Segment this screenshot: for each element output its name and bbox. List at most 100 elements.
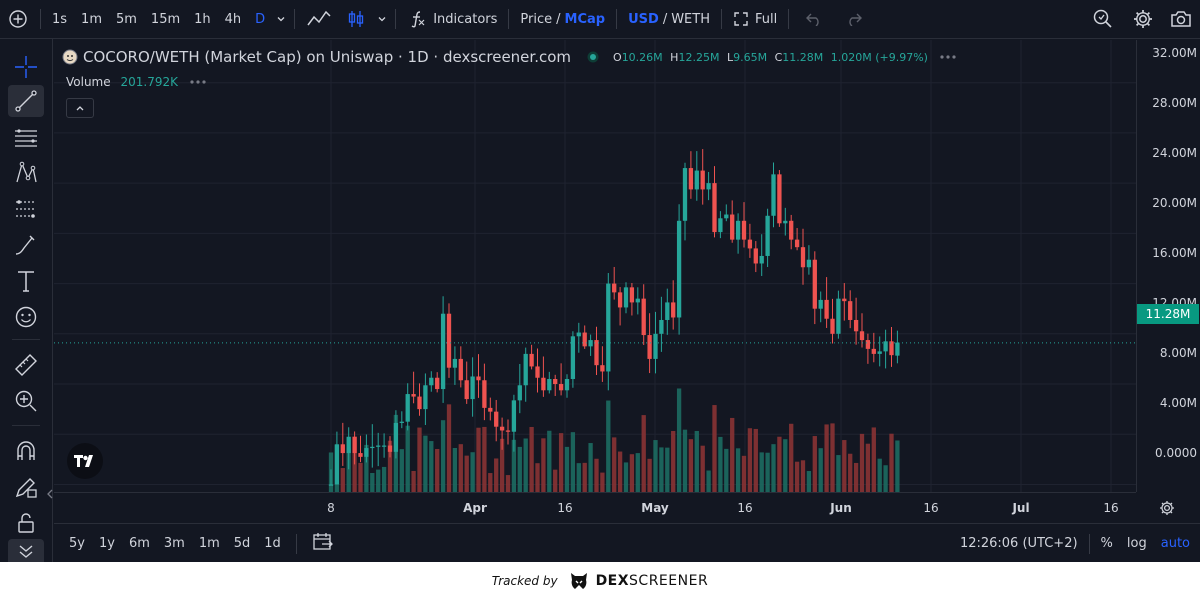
fullscreen-button[interactable]: Full — [726, 0, 784, 38]
zoom-tool-button[interactable] — [8, 385, 44, 417]
line-chart-type-button[interactable] — [299, 0, 339, 38]
settings-button[interactable] — [1128, 0, 1158, 38]
candle-body — [676, 220, 682, 318]
range-3m-button[interactable]: 3m — [163, 536, 185, 551]
crosshair-tool-button[interactable] — [8, 51, 44, 83]
emoji-tool-button[interactable] — [8, 301, 44, 333]
timeframe-5m-button[interactable]: 5m — [109, 0, 144, 38]
undo-button[interactable] — [793, 0, 835, 38]
volume-bar — [594, 458, 599, 492]
range-5y-button[interactable]: 5y — [69, 536, 85, 551]
timeframe-1h-button[interactable]: 1h — [187, 0, 218, 38]
brush-tool-button[interactable] — [8, 229, 44, 261]
candle-body — [417, 396, 422, 410]
tradingview-logo[interactable] — [67, 443, 103, 479]
volume-bar — [399, 449, 404, 492]
add-symbol-button[interactable] — [0, 0, 36, 38]
auto-scale-toggle[interactable]: auto — [1160, 536, 1190, 551]
pattern-tool-button[interactable] — [8, 157, 44, 189]
time-tick-label: Apr — [463, 501, 487, 515]
candle-body — [535, 366, 540, 378]
close-value: 11.28M — [782, 50, 824, 64]
timeframe-1s-button[interactable]: 1s — [45, 0, 74, 38]
fib-tool-button[interactable] — [8, 193, 44, 225]
dexscreener-brand[interactable]: DEXSCREENER — [596, 573, 709, 589]
snapshot-button[interactable] — [1166, 0, 1196, 38]
toolbar-divider — [1088, 533, 1090, 554]
toolbar-expand-handle[interactable] — [46, 486, 54, 500]
volume-bar — [405, 425, 410, 492]
candles-chart-type-button[interactable] — [339, 0, 373, 38]
timeframe-dropdown-button[interactable] — [272, 0, 290, 38]
candle-body — [499, 426, 505, 431]
more-options-icon[interactable] — [938, 53, 958, 61]
low-key: L — [726, 50, 734, 64]
candle-body — [877, 351, 882, 354]
candle-body — [777, 174, 782, 224]
volume-bar — [499, 438, 505, 492]
axis-settings-button[interactable] — [1156, 498, 1178, 518]
range-6m-button[interactable]: 6m — [128, 536, 150, 551]
candle-body — [470, 376, 475, 400]
crosshair-icon — [15, 56, 37, 78]
volume-bar — [547, 430, 552, 492]
text-tool-button[interactable] — [8, 265, 44, 297]
magnet-tool-button[interactable] — [8, 435, 44, 467]
chart-type-dropdown-button[interactable] — [373, 0, 391, 38]
volume-bar — [482, 426, 487, 492]
candlestick-chart[interactable] — [54, 40, 1136, 492]
log-scale-toggle[interactable]: log — [1126, 536, 1147, 551]
indicators-button[interactable]: Indicators — [400, 0, 504, 38]
pencil-lock-icon — [15, 478, 37, 498]
usd-weth-toggle[interactable]: USD / WETH — [621, 0, 717, 38]
volume-bar — [612, 437, 617, 492]
horizontal-lines-tool-button[interactable] — [8, 121, 44, 153]
range-1y-button[interactable]: 1y — [98, 536, 115, 551]
candle-body — [517, 385, 522, 401]
volume-bar — [753, 428, 758, 492]
go-to-date-button[interactable] — [305, 532, 341, 556]
volume-bar — [771, 444, 776, 492]
candle-body — [370, 446, 375, 449]
quick-search-button[interactable] — [1088, 0, 1118, 38]
range-1d-button[interactable]: 1d — [264, 536, 281, 551]
candle-body — [623, 287, 629, 308]
volume-bar — [588, 443, 593, 492]
collapse-legend-button[interactable] — [66, 98, 94, 118]
price-mcap-toggle[interactable]: Price / MCap — [513, 0, 612, 38]
volume-bar — [836, 455, 841, 492]
volume-bar — [895, 440, 900, 492]
lock-drawings-button[interactable] — [8, 507, 44, 539]
time-axis[interactable]: 8 Apr 16 May 16 Jun 16 Jul 16 — [54, 492, 1136, 523]
volume-bar — [446, 404, 452, 492]
volume-bar — [600, 472, 605, 492]
trend-line-tool-button[interactable] — [8, 85, 44, 117]
open-value: 10.26M — [621, 50, 663, 64]
candle-body — [594, 340, 599, 366]
camera-icon — [1171, 11, 1191, 27]
chart-pane[interactable]: COCORO/WETH (Market Cap) on Uniswap · 1D… — [54, 40, 1136, 492]
candle-body — [747, 239, 753, 249]
more-tools-button[interactable] — [8, 539, 44, 562]
range-5d-button[interactable]: 5d — [233, 536, 251, 551]
candle-body — [800, 247, 806, 268]
redo-button[interactable] — [835, 0, 873, 38]
volume-bar — [553, 469, 558, 492]
stay-in-drawing-mode-button[interactable] — [8, 471, 44, 503]
candle-body — [464, 380, 469, 400]
volume-bar — [494, 458, 499, 492]
volume-bar — [665, 447, 670, 492]
range-1m-button[interactable]: 1m — [198, 536, 220, 551]
candle-body — [806, 259, 812, 268]
measure-tool-button[interactable] — [8, 349, 44, 381]
volume-bar — [700, 445, 705, 492]
percent-scale-toggle[interactable]: % — [1100, 536, 1113, 551]
volume-bar — [387, 440, 393, 492]
timeframe-d-button[interactable]: D — [248, 0, 272, 38]
timeframe-1m-button[interactable]: 1m — [74, 0, 109, 38]
price-scale[interactable]: 32.00M 28.00M 24.00M 20.00M 16.00M 12.00… — [1136, 40, 1200, 492]
timeframe-15m-button[interactable]: 15m — [144, 0, 187, 38]
timezone-clock[interactable]: 12:26:06 (UTC+2) — [959, 536, 1078, 551]
timeframe-4h-button[interactable]: 4h — [218, 0, 249, 38]
more-options-icon[interactable] — [188, 78, 208, 86]
